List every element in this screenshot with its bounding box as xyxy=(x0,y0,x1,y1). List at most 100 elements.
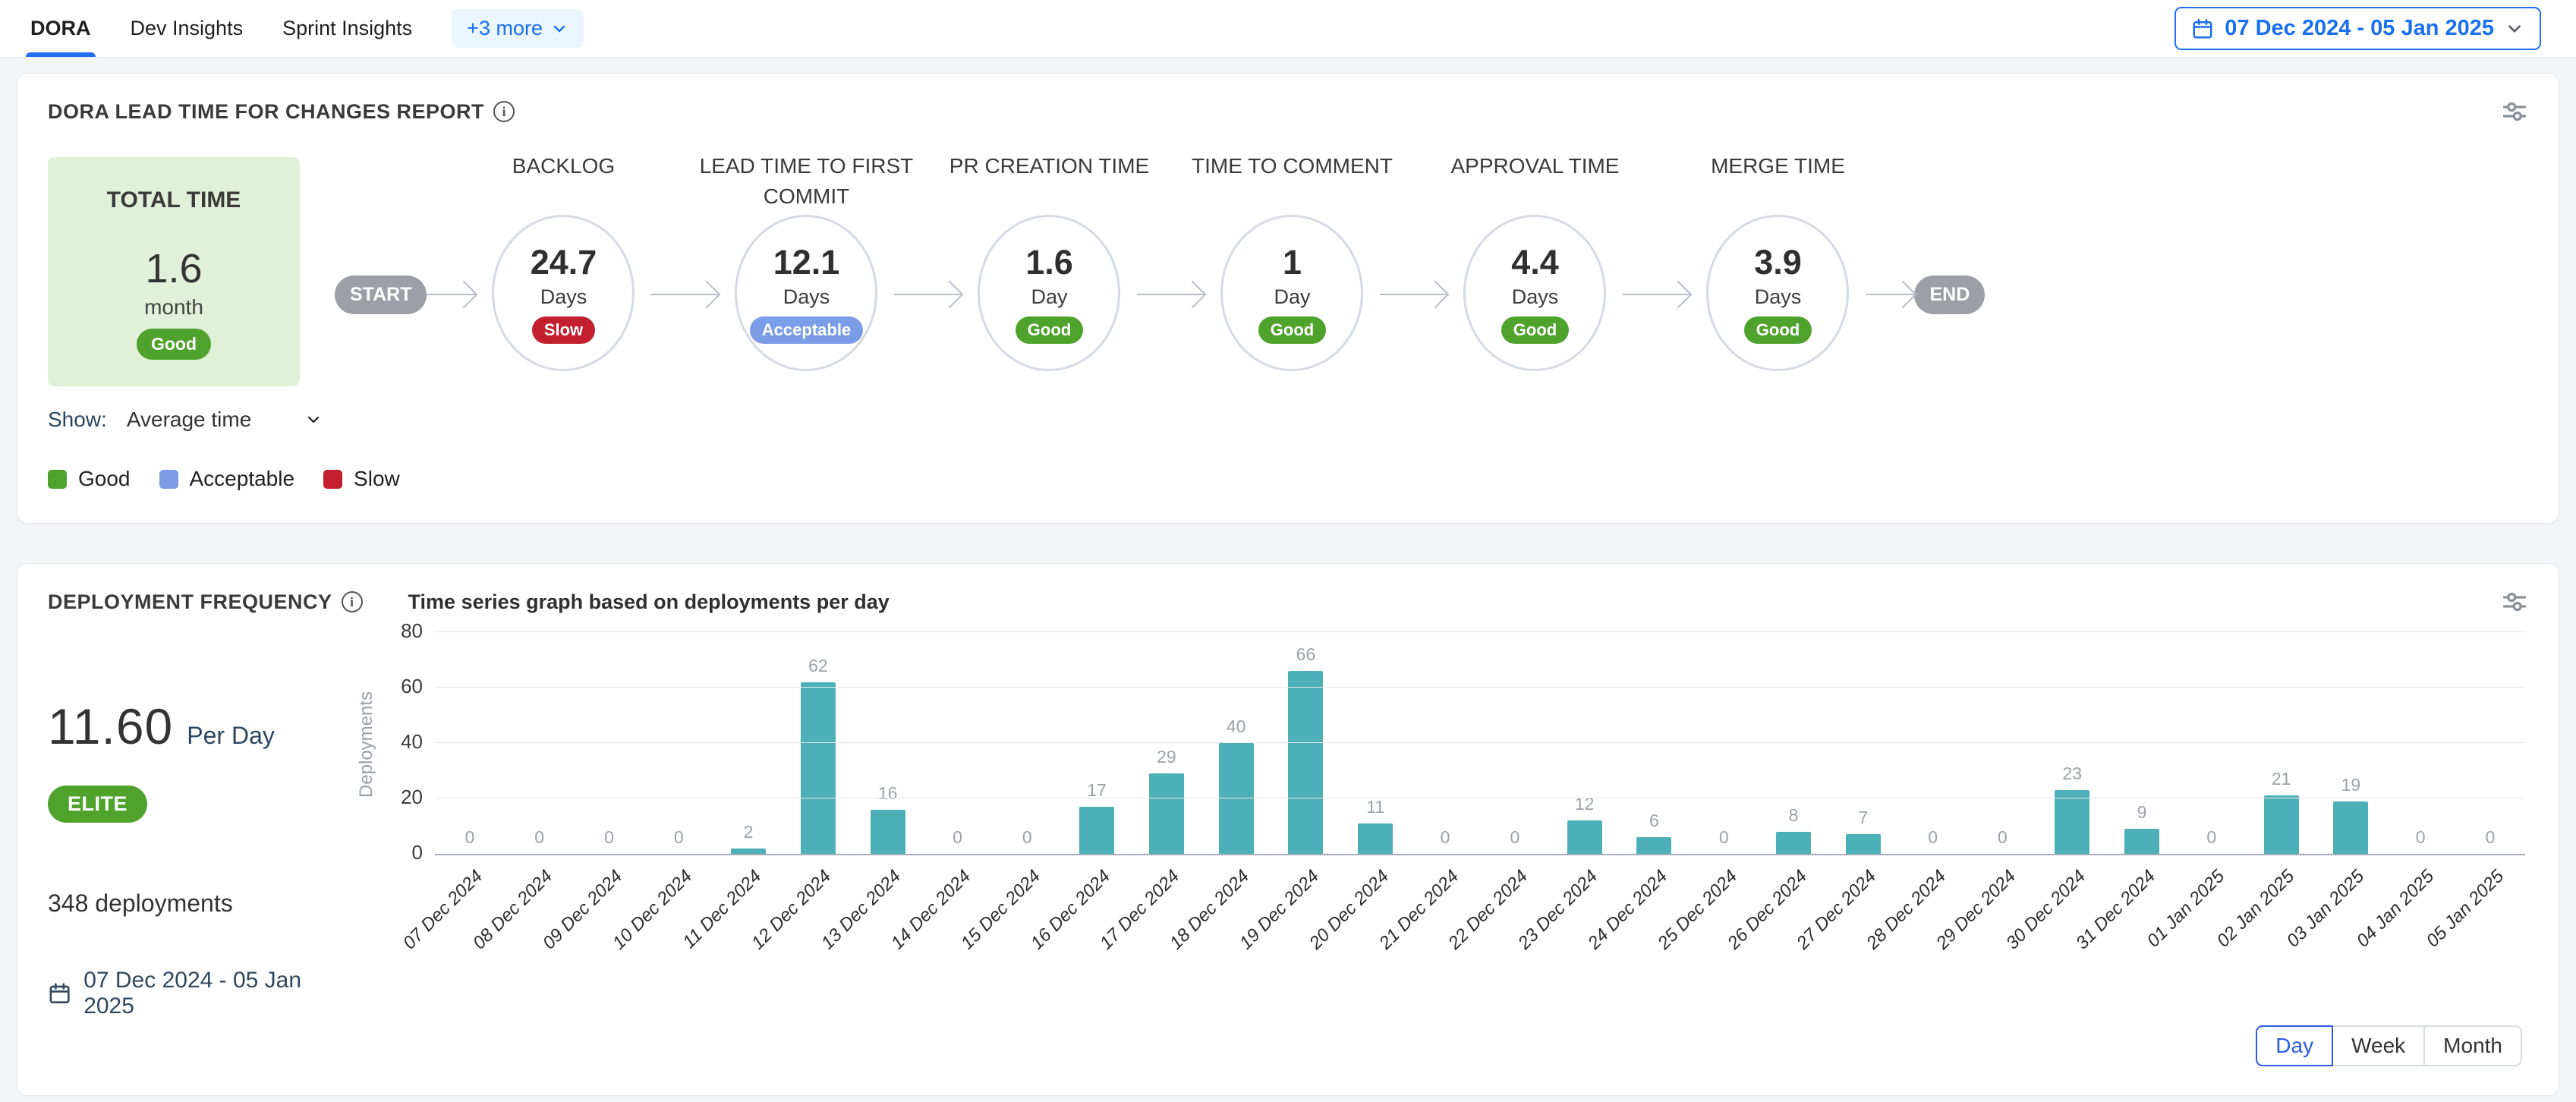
x-slot: 18 Dec 2024 xyxy=(1201,855,1271,1045)
stage-name: TIME TO COMMENT xyxy=(1174,151,1409,215)
stage-name: LEAD TIME TO FIRST COMMIT xyxy=(688,151,924,215)
bar-value-label: 0 xyxy=(1719,827,1729,848)
filter-settings-icon[interactable] xyxy=(2501,98,2528,125)
stage-status-badge: Slow xyxy=(532,316,595,344)
stage-circle: 1 Day Good xyxy=(1220,215,1363,371)
bar-value-label: 0 xyxy=(604,827,614,848)
bar-slot: 12 xyxy=(1550,634,1620,854)
y-tick-label: 80 xyxy=(401,619,423,643)
status-legend: GoodAcceptableSlow xyxy=(48,467,2528,491)
total-time-card: TOTAL TIME 1.6 month Good xyxy=(48,157,300,386)
bar-slot: 7 xyxy=(1828,634,1898,854)
bar-value-label: 16 xyxy=(878,783,898,804)
chevron-down-icon xyxy=(550,20,568,38)
bar-value-label: 0 xyxy=(1510,827,1519,848)
flow-arrow xyxy=(1137,294,1204,295)
bar-value-label: 0 xyxy=(1928,827,1938,848)
bar-value-label: 9 xyxy=(2137,802,2147,823)
bar-value-label: 8 xyxy=(1789,805,1799,826)
show-label: Show: xyxy=(48,408,107,432)
info-icon[interactable]: i xyxy=(342,591,363,612)
bar-value-label: 6 xyxy=(1649,811,1659,831)
stage-backlog: BACKLOG24.7DaysSlow xyxy=(475,151,651,371)
x-slot: 22 Dec 2024 xyxy=(1480,855,1550,1045)
bar-slot: 19 xyxy=(2316,634,2386,854)
deployment-title: DEPLOYMENT FREQUENCY xyxy=(48,590,332,614)
bar-value-label: 0 xyxy=(1441,827,1450,848)
bar xyxy=(801,682,836,854)
stage-circle: 3.9DaysGood xyxy=(1706,215,1849,371)
chart-subtitle: Time series graph based on deployments p… xyxy=(408,590,890,614)
deployment-date-range: 07 Dec 2024 - 05 Jan 2025 xyxy=(83,968,351,1019)
deployment-rate: 11.60 xyxy=(48,697,173,755)
total-time-value: 1.6 xyxy=(55,245,292,292)
legend-label: Good xyxy=(78,467,131,491)
bar xyxy=(1219,743,1254,854)
legend-label: Acceptable xyxy=(190,467,295,491)
calendar-icon xyxy=(48,981,71,1006)
more-tabs-button[interactable]: +3 more xyxy=(452,9,584,48)
bar-value-label: 0 xyxy=(464,827,474,848)
total-time-status-badge: Good xyxy=(137,329,211,360)
x-slot: 01 Jan 2025 xyxy=(2177,855,2247,1045)
tab-sprint-insights[interactable]: Sprint Insights xyxy=(282,0,412,57)
bar-value-label: 0 xyxy=(534,827,544,848)
bar xyxy=(731,849,766,854)
flow-track: STARTBACKLOG24.7DaysSlowLEAD TIME TO FIR… xyxy=(335,151,1985,371)
x-slot: 16 Dec 2024 xyxy=(1062,855,1132,1045)
stage-lead-time-to-first-commit: LEAD TIME TO FIRST COMMIT12.1DaysAccepta… xyxy=(718,151,894,371)
y-tick-label: 0 xyxy=(412,841,423,864)
stage-circle: 4.4DaysGood xyxy=(1463,215,1606,371)
x-slot: 28 Dec 2024 xyxy=(1898,855,1968,1045)
stage-unit: Day xyxy=(1274,285,1310,309)
x-slot: 17 Dec 2024 xyxy=(1132,855,1201,1045)
stage-unit: Days xyxy=(540,285,587,309)
bar-value-label: 21 xyxy=(2272,769,2291,789)
bar-slot: 0 xyxy=(1480,634,1550,854)
show-metric-dropdown[interactable]: Average time xyxy=(127,408,323,432)
date-range-picker[interactable]: 07 Dec 2024 - 05 Jan 2025 xyxy=(2174,7,2541,50)
stage-approval-time: APPROVAL TIME4.4DaysGood xyxy=(1447,151,1623,371)
bar-slot: 0 xyxy=(575,634,644,854)
y-axis-title: Deployments xyxy=(356,691,377,798)
info-icon[interactable]: i xyxy=(493,101,515,122)
tab-dev-insights[interactable]: Dev Insights xyxy=(131,0,244,57)
chevron-down-icon xyxy=(304,411,323,429)
stage-circle: 24.7DaysSlow xyxy=(492,215,635,371)
x-slot: 08 Dec 2024 xyxy=(505,855,575,1045)
deployment-frequency-card: DEPLOYMENT FREQUENCY i Time series graph… xyxy=(17,563,2559,1096)
bar-slot: 29 xyxy=(1132,634,1201,854)
bar-slot: 62 xyxy=(783,634,853,854)
granularity-day-button[interactable]: Day xyxy=(2256,1025,2333,1066)
deployment-rate-unit: Per Day xyxy=(187,722,275,750)
deployments-bar-chart: Deployments 0000262160017294066110012608… xyxy=(351,634,2528,1045)
bar-value-label: 11 xyxy=(1366,797,1384,817)
flow-arrow xyxy=(1623,294,1690,295)
filter-settings-icon[interactable] xyxy=(2501,588,2528,616)
start-node: START xyxy=(335,276,427,314)
bar-value-label: 0 xyxy=(2206,827,2216,848)
bar-slot: 40 xyxy=(1201,634,1271,854)
tab-dora[interactable]: DORA xyxy=(30,0,91,57)
legend-swatch xyxy=(159,470,178,489)
x-slot: 23 Dec 2024 xyxy=(1550,855,1620,1045)
x-slot: 03 Jan 2025 xyxy=(2316,855,2386,1045)
x-slot: 10 Dec 2024 xyxy=(644,855,713,1045)
stage-status-badge: Good xyxy=(1258,316,1326,344)
chevron-down-icon xyxy=(2505,19,2524,39)
x-slot: 05 Jan 2025 xyxy=(2455,855,2525,1045)
bar xyxy=(1358,823,1393,854)
granularity-week-button[interactable]: Week xyxy=(2332,1025,2425,1066)
bar-slot: 0 xyxy=(435,634,505,854)
legend-item-acceptable: Acceptable xyxy=(159,467,295,491)
stage-status-badge: Good xyxy=(1016,316,1083,344)
plot-area: 0000262160017294066110012608700239021190… xyxy=(435,634,2525,855)
x-slot: 19 Dec 2024 xyxy=(1271,855,1341,1045)
stage-value: 1 xyxy=(1283,243,1302,282)
lead-time-title: DORA LEAD TIME FOR CHANGES REPORT xyxy=(48,100,484,124)
stage-unit: Day xyxy=(1031,285,1067,309)
granularity-month-button[interactable]: Month xyxy=(2423,1025,2522,1066)
bar-slot: 0 xyxy=(505,634,575,854)
stage-unit: Days xyxy=(1512,285,1559,309)
tab-bar: DORA Dev Insights Sprint Insights +3 more xyxy=(30,0,584,57)
